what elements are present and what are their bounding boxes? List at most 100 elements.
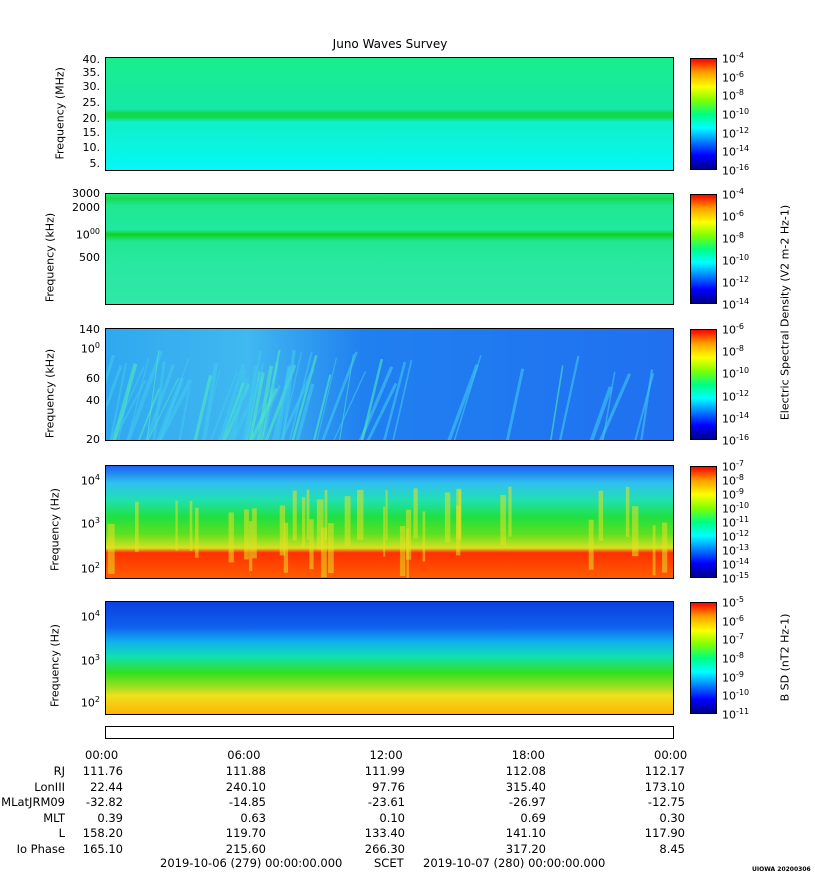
emission-streak xyxy=(505,368,525,440)
colorbar-4 xyxy=(690,466,717,578)
ephemeris-value: -32.82 xyxy=(85,795,123,810)
ephemeris-value: 0.10 xyxy=(379,810,405,825)
emission-streak xyxy=(244,362,264,440)
ephemeris-value: -26.97 xyxy=(508,795,546,810)
panel-4-image xyxy=(106,466,673,578)
emission-burst xyxy=(422,511,426,562)
panel-3-emission-streaks xyxy=(106,349,655,440)
ytick-label: 103 xyxy=(80,653,100,668)
emission-streak xyxy=(550,365,564,440)
ephemeris-value: 119.70 xyxy=(225,826,266,841)
ephemeris-value: -14.85 xyxy=(228,795,266,810)
ephemeris-value: 0.69 xyxy=(520,810,546,825)
colorbar-tick-label: 10-5 xyxy=(722,595,744,610)
ephemeris-label: Io Phase xyxy=(16,842,65,856)
colorbar-tick-label: 10-15 xyxy=(722,571,750,586)
ephemeris-value: 173.10 xyxy=(644,779,685,794)
colorbar-tick-label: 10-9 xyxy=(722,487,744,502)
emission-streak xyxy=(126,350,163,440)
colorbar-tick-label: 10-12 xyxy=(722,275,750,290)
spectrogram-panel-1 xyxy=(105,57,674,171)
colorbar-tick-label: 10-12 xyxy=(722,388,750,404)
ephemeris-value: -23.61 xyxy=(367,795,405,810)
ytick-label: 60 xyxy=(86,371,100,385)
ytick-label: 100 xyxy=(80,341,100,356)
emission-burst xyxy=(328,523,334,574)
ephemeris-value: 165.10 xyxy=(82,842,123,856)
emission-streak xyxy=(366,382,398,440)
colorbar-tick-label: 10-7 xyxy=(722,459,744,474)
colorbar-tick-label: 10-16 xyxy=(722,163,750,178)
ephemeris-value: 317.20 xyxy=(505,842,546,856)
panel-4-bursts xyxy=(107,486,668,578)
ytick-label: 102 xyxy=(80,695,100,711)
ytick-label: 1000 xyxy=(75,227,100,243)
colorbar-tick-label: 10-10 xyxy=(722,366,750,382)
emission-streak xyxy=(559,355,580,440)
emission-streak xyxy=(193,374,213,440)
ephemeris-value: 111.88 xyxy=(225,764,266,778)
emission-streak xyxy=(217,387,251,440)
emission-streak xyxy=(210,370,239,440)
ephemeris-value: 133.40 xyxy=(364,826,405,841)
emission-streak xyxy=(260,349,281,440)
colorbar-tick-label: 10-13 xyxy=(722,543,750,558)
emission-streak xyxy=(392,359,413,440)
emission-streak xyxy=(112,363,138,440)
time-axis-label: 12:00 xyxy=(369,748,403,762)
ephemeris-value: -12.75 xyxy=(647,795,685,810)
emission-streak xyxy=(589,386,613,440)
electric-colorbar-label: Electric Spectral Density (V2 m-2 Hz-1) xyxy=(778,204,792,421)
emission-burst xyxy=(283,522,289,573)
colorbar-tick-label: 10-10 xyxy=(722,688,750,703)
panel-1-image xyxy=(106,58,673,170)
ephemeris-value: 266.30 xyxy=(364,842,405,856)
panel-5-image xyxy=(106,602,673,714)
ephemeris-label: LonIII xyxy=(34,779,65,794)
footer-start: 2019-10-06 (279) 00:00:00.000 xyxy=(160,856,343,870)
time-axis-label: 00:00 xyxy=(85,748,119,762)
emission-streak xyxy=(360,358,384,440)
ytick-label: 40 xyxy=(86,394,100,408)
emission-burst xyxy=(500,495,506,546)
emission-streak xyxy=(279,368,315,440)
emission-streak xyxy=(313,374,332,440)
magnetic-colorbar-label: B SD (nT2 Hz-1) xyxy=(778,613,792,702)
colorbar-5 xyxy=(690,602,717,714)
emission-burst xyxy=(279,505,286,556)
colorbar-tick-label: 10-10 xyxy=(722,107,750,122)
emission-burst xyxy=(316,499,324,550)
emission-burst xyxy=(652,525,656,576)
emission-streak xyxy=(295,383,315,440)
colorbar-tick-label: 10-10 xyxy=(722,501,750,516)
emission-burst xyxy=(135,501,139,552)
ephemeris-value: 112.17 xyxy=(644,764,685,778)
colorbar-tick-label: 10-8 xyxy=(722,651,744,666)
ytick-label: 102 xyxy=(80,560,100,576)
colorbar-tick-label: 10-12 xyxy=(722,125,750,141)
ephemeris-value: 240.10 xyxy=(225,779,266,794)
colorbar-tick-label: 10-14 xyxy=(722,297,750,312)
emission-burst xyxy=(228,512,234,563)
colorbar-tick-label: 10-4 xyxy=(722,187,744,202)
ephemeris-value: 141.10 xyxy=(505,826,546,841)
emission-burst xyxy=(306,489,310,540)
ytick-label: 2000 xyxy=(72,200,100,214)
emission-streak xyxy=(106,354,116,385)
emission-burst xyxy=(189,500,193,551)
time-axis-label: 00:00 xyxy=(654,748,688,762)
emission-burst xyxy=(107,523,115,574)
emission-burst xyxy=(249,521,253,572)
emission-streak xyxy=(147,377,179,440)
emission-burst xyxy=(320,527,327,578)
colorbar-3 xyxy=(690,329,717,440)
ytick-label: 20 xyxy=(86,432,100,446)
emission-burst xyxy=(508,486,512,537)
ytick-label: 3000 xyxy=(72,187,100,201)
emission-streak xyxy=(281,349,296,440)
emission-streak xyxy=(227,378,250,440)
ytick-label: 25. xyxy=(82,95,101,109)
emission-burst xyxy=(625,486,630,537)
colorbar-tick-label: 10-7 xyxy=(722,632,744,647)
ephemeris-value: 0.39 xyxy=(97,810,123,825)
